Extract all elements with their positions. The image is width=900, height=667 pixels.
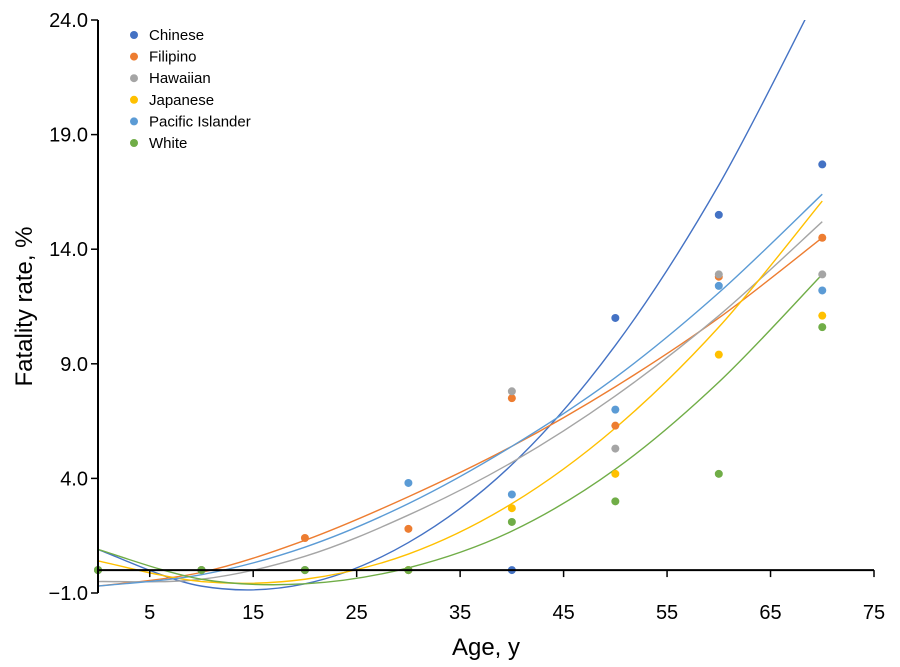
legend-label-filipino: Filipino	[149, 49, 197, 66]
legend-marker-hawaiian	[130, 74, 138, 83]
x-tick-label: 45	[552, 602, 574, 624]
point-hawaiian	[611, 444, 620, 453]
point-chinese	[714, 210, 723, 219]
point-chinese	[611, 313, 620, 322]
point-filipino	[404, 524, 413, 533]
legend-label-chinese: Chinese	[149, 27, 204, 44]
trendline-japanese	[98, 200, 823, 585]
point-chinese	[818, 160, 827, 169]
point-filipino	[507, 394, 516, 403]
point-white	[611, 497, 620, 506]
point-japanese	[611, 469, 620, 478]
point-hawaiian	[714, 270, 723, 279]
y-axis-title: Fatality rate, %	[11, 226, 38, 386]
legend-label-hawaiian: Hawaiian	[149, 70, 211, 87]
trendline-filipino	[98, 237, 823, 587]
legend-label-japanese: Japanese	[149, 92, 214, 109]
trendline-pacific-islander	[98, 193, 823, 587]
y-tick-label: 24.0	[49, 10, 88, 32]
point-filipino	[300, 533, 309, 542]
x-axis-title: Age, y	[452, 634, 520, 661]
point-filipino	[818, 233, 827, 242]
x-tick-label: 35	[449, 602, 471, 624]
x-tick-label: 15	[242, 602, 264, 624]
x-tick-label: 25	[346, 602, 368, 624]
trendline-chinese	[98, 20, 806, 591]
point-pacific-islander	[404, 478, 413, 487]
y-tick-label: −1.0	[49, 583, 88, 605]
legend-marker-chinese	[130, 31, 138, 39]
point-japanese	[507, 504, 516, 513]
trendline-hawaiian	[98, 221, 823, 583]
data-points	[94, 160, 827, 575]
y-tick-label: 4.0	[60, 468, 88, 490]
legend-marker-filipino	[130, 52, 138, 61]
point-japanese	[818, 311, 827, 320]
x-tick-label: 55	[656, 602, 678, 624]
x-tick-label: 65	[759, 602, 781, 624]
point-pacific-islander	[507, 490, 516, 499]
trendline-white	[98, 273, 823, 586]
point-filipino	[611, 421, 620, 430]
point-pacific-islander	[714, 281, 723, 290]
legend: Chinese Filipino Hawaiian Japanese Pacific I…	[130, 27, 251, 152]
axes	[97, 20, 874, 593]
x-axis-ticks: 5 15 25 35 45 55 65 75	[144, 570, 885, 624]
legend-label-white: White	[149, 135, 187, 152]
point-white	[714, 469, 723, 478]
point-pacific-islander	[611, 405, 620, 414]
point-japanese	[714, 350, 723, 359]
x-tick-label: 5	[144, 602, 155, 624]
point-pacific-islander	[818, 286, 827, 295]
point-hawaiian	[507, 387, 516, 396]
point-white	[507, 517, 516, 526]
y-tick-label: 19.0	[49, 125, 88, 147]
legend-marker-white	[130, 139, 138, 147]
y-tick-label: 14.0	[49, 239, 88, 261]
legend-marker-japanese	[130, 95, 138, 104]
trendlines	[98, 20, 823, 591]
point-white	[818, 323, 827, 332]
y-axis-ticks: −1.0 4.0 9.0 14.0 19.0 24.0	[49, 10, 98, 605]
y-tick-label: 9.0	[60, 354, 88, 376]
point-hawaiian	[818, 270, 827, 279]
x-tick-label: 75	[863, 602, 885, 624]
legend-label-pacific-islander: Pacific Islander	[149, 113, 251, 130]
legend-marker-pacific-islander	[130, 117, 138, 126]
